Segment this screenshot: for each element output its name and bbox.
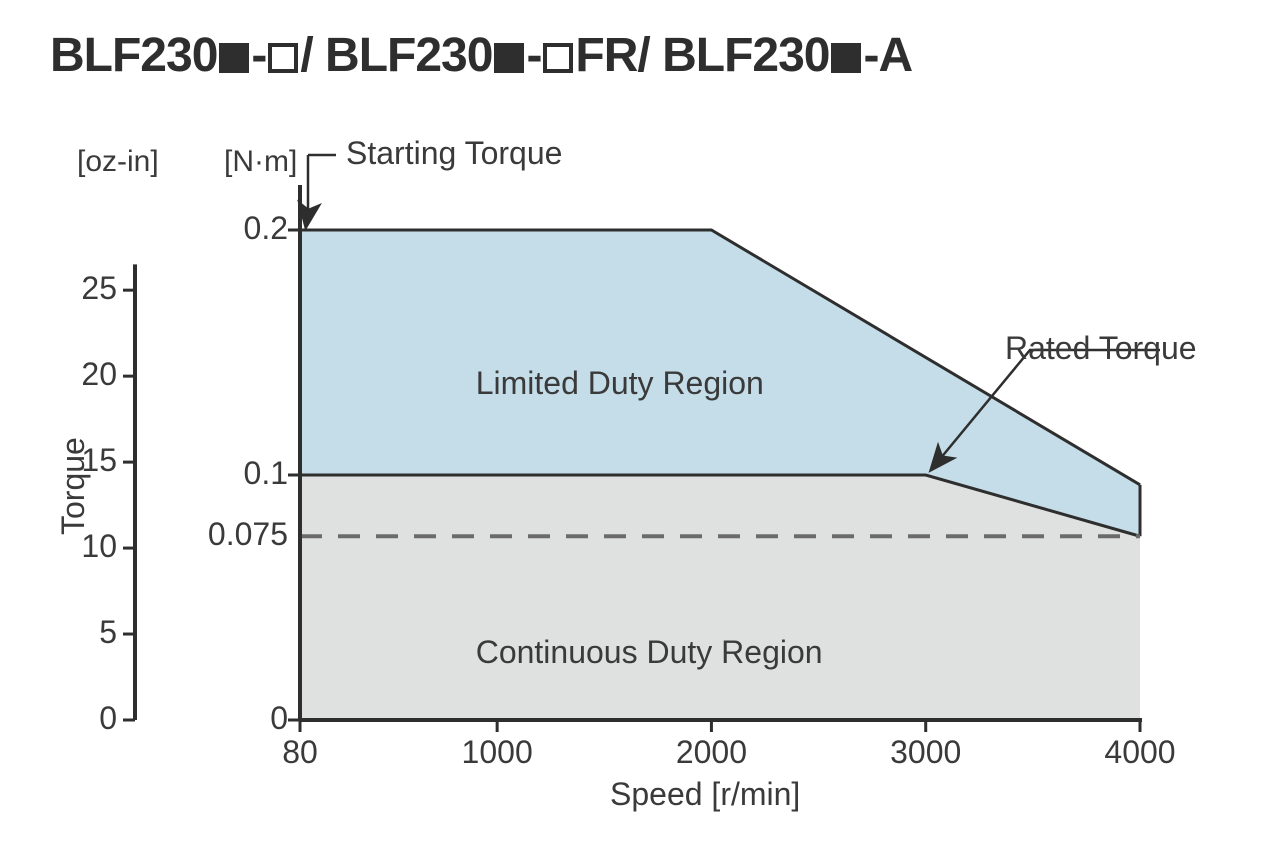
y-oz-tick-5: 5: [65, 614, 117, 651]
rated-torque-label: Rated Torque: [1005, 330, 1197, 367]
y-nm-tick-0.1: 0.1: [220, 455, 288, 492]
y-axis-label: Torque: [55, 437, 92, 535]
y-nm-tick-0: 0: [220, 700, 288, 737]
x-tick-4000: 4000: [1090, 734, 1190, 771]
y-oz-tick-25: 25: [65, 270, 117, 307]
x-tick-2000: 2000: [661, 734, 761, 771]
x-tick-3000: 3000: [876, 734, 976, 771]
x-axis-label: Speed [r/min]: [610, 776, 800, 813]
y-nm-unit: [N·m]: [224, 145, 297, 179]
y-oz-unit: [oz-in]: [77, 145, 159, 179]
x-tick-1000: 1000: [447, 734, 547, 771]
starting-torque-label: Starting Torque: [346, 135, 562, 172]
limited-duty-label: Limited Duty Region: [476, 365, 764, 402]
y-oz-tick-20: 20: [65, 356, 117, 393]
y-nm-tick-0.2: 0.2: [220, 210, 288, 247]
y-oz-tick-0: 0: [65, 700, 117, 737]
page: BLF230-/ BLF230-FR/ BLF230-A 80100020003…: [0, 0, 1280, 853]
x-tick-80: 80: [250, 734, 350, 771]
continuous-duty-label: Continuous Duty Region: [476, 634, 823, 671]
torque-speed-chart: [0, 0, 1280, 853]
y-nm-tick-0075: 0.075: [172, 516, 288, 553]
